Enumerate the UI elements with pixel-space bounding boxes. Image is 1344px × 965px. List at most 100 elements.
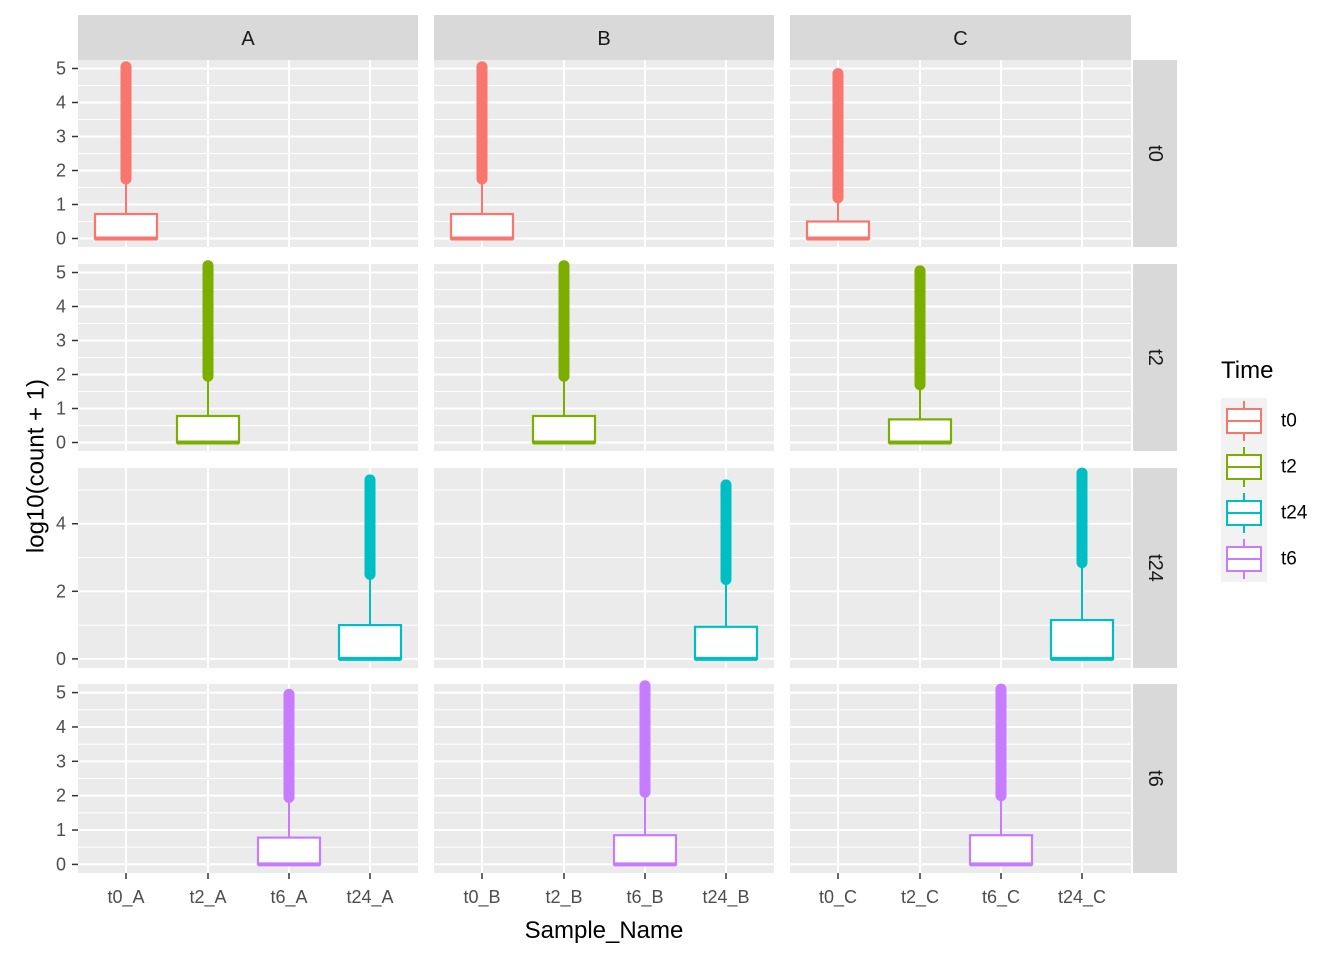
legend-label: t0 [1281, 411, 1297, 432]
y-axis-title: log10(count + 1) [23, 379, 50, 553]
legend-key-t6 [1221, 536, 1267, 582]
panel-t2-C [790, 264, 1131, 451]
box-iqr [256, 836, 322, 866]
legend-title: Time [1221, 357, 1273, 384]
panel-t2-A [78, 264, 418, 451]
box-iqr [612, 834, 678, 866]
box-t2_A [175, 260, 241, 445]
y-tick-label: 4 [56, 93, 66, 113]
box-t0_B [449, 61, 515, 241]
box-t6_C [968, 683, 1034, 867]
y-axis-t2: 0 1 2 3 4 5 [56, 263, 78, 453]
x-tick-label: t2_C [901, 887, 939, 908]
y-tick-label: 2 [56, 581, 66, 601]
strip-background [790, 15, 1131, 60]
box-iqr [805, 220, 871, 240]
box-t24_B [693, 479, 759, 661]
panel-t6-A [78, 684, 418, 873]
x-axis-A: t0_A t2_A t6_A t24_A [107, 873, 394, 908]
y-tick-label: 5 [56, 59, 66, 79]
y-axis-t0: 0 1 2 3 4 5 [56, 59, 78, 249]
box-t2_C [887, 265, 953, 445]
y-tick-label: 0 [56, 229, 66, 249]
box-t0_A [93, 61, 159, 241]
box-t6_A [256, 688, 322, 867]
legend: Time t0 t2 t24 t6 [1221, 357, 1308, 582]
strip-background [1133, 264, 1177, 451]
box-t24_C [1049, 467, 1115, 661]
panel-t2-B [434, 264, 774, 451]
facet-column-label: B [597, 28, 610, 50]
y-tick-label: 4 [56, 717, 66, 737]
legend-label: t2 [1281, 457, 1297, 478]
y-tick-label: 0 [56, 854, 66, 874]
y-tick-label: 2 [56, 161, 66, 181]
facet-strip-A: A [78, 15, 418, 60]
legend-label: t24 [1281, 503, 1308, 524]
facet-strip-t6: t6 [1133, 684, 1177, 873]
x-axis-C: t0_C t2_C t6_C t24_C [819, 873, 1106, 908]
x-tick-label: t2_A [189, 887, 226, 908]
box-iqr [531, 414, 597, 444]
box-iqr [449, 212, 515, 240]
facet-column-label: C [953, 28, 967, 50]
box-iqr [1049, 618, 1115, 660]
x-tick-label: t24_B [702, 887, 749, 908]
box-t2_B [531, 260, 597, 445]
legend-key-t0 [1221, 398, 1267, 444]
box-iqr [887, 418, 953, 444]
y-tick-label: 4 [56, 514, 66, 534]
strip-background [78, 15, 418, 60]
facet-strip-t2: t2 [1133, 264, 1177, 451]
y-tick-label: 3 [56, 331, 66, 351]
y-tick-label: 1 [56, 820, 66, 840]
panel-t6-C [790, 684, 1131, 873]
legend-key-t2 [1221, 444, 1267, 490]
facet-column-label: A [241, 28, 255, 50]
legend-label: t6 [1281, 549, 1297, 570]
facet-strip-t24: t24 [1133, 468, 1177, 668]
box-t0_C [805, 68, 871, 241]
box-iqr [175, 414, 241, 444]
strip-background [434, 15, 774, 60]
box-iqr [337, 623, 403, 660]
x-tick-label: t2_B [545, 887, 582, 908]
x-tick-label: t24_A [346, 887, 393, 908]
y-tick-label: 2 [56, 365, 66, 385]
y-axis-t24: 0 2 4 [56, 514, 78, 669]
panel-t0-C [790, 60, 1131, 247]
x-tick-label: t0_A [107, 887, 144, 908]
y-tick-label: 5 [56, 683, 66, 703]
strip-background [1133, 60, 1177, 247]
y-tick-label: 3 [56, 751, 66, 771]
x-tick-label: t6_C [982, 887, 1020, 908]
strip-background [1133, 684, 1177, 873]
y-tick-label: 1 [56, 195, 66, 215]
facet-row-label: t0 [1144, 145, 1166, 162]
y-tick-label: 1 [56, 399, 66, 419]
box-t6_B [612, 680, 678, 867]
facet-row-label: t24 [1144, 554, 1166, 582]
x-axis-title: Sample_Name [525, 917, 684, 944]
facet-row-label: t6 [1144, 770, 1166, 787]
y-axis-t6: 0 1 2 3 4 5 [56, 683, 78, 874]
facet-strip-C: C [790, 15, 1131, 60]
x-axis-B: t0_B t2_B t6_B t24_B [463, 873, 750, 908]
strip-background [1133, 468, 1177, 668]
x-tick-label: t6_A [270, 887, 307, 908]
box-iqr [93, 212, 159, 240]
y-tick-label: 3 [56, 127, 66, 147]
facet-strip-t0: t0 [1133, 60, 1177, 247]
facet-row-label: t2 [1144, 349, 1166, 366]
panel-t6-B [434, 684, 774, 873]
facet-strip-B: B [434, 15, 774, 60]
x-tick-label: t0_C [819, 887, 857, 908]
box-iqr [693, 625, 759, 660]
box-iqr [968, 834, 1034, 866]
y-tick-label: 0 [56, 649, 66, 669]
y-tick-label: 5 [56, 263, 66, 283]
x-tick-label: t0_B [463, 887, 500, 908]
x-tick-label: t6_B [626, 887, 663, 908]
